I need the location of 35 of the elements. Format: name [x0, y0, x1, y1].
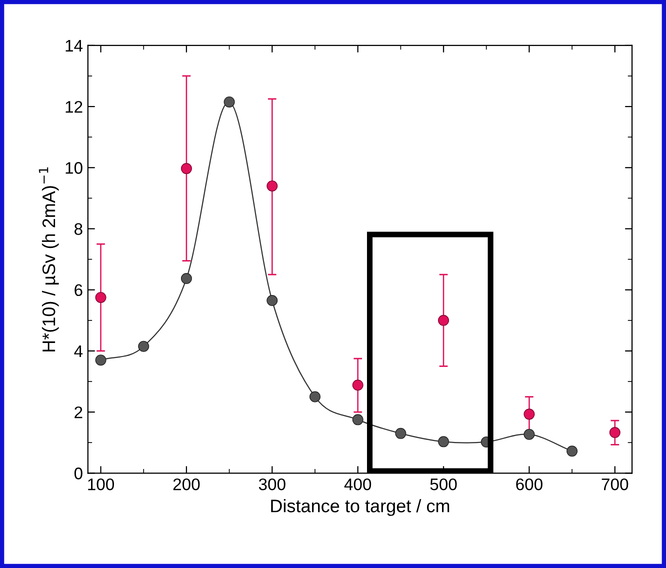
- point: [180, 273, 192, 284]
- point: [524, 408, 535, 420]
- x-tick-label: 500: [430, 478, 457, 490]
- point: [95, 354, 106, 366]
- y-tick-label: 6: [74, 284, 82, 296]
- point: [395, 428, 406, 439]
- point: [352, 414, 364, 426]
- point: [266, 180, 278, 192]
- point: [266, 295, 278, 306]
- point: [224, 96, 235, 108]
- x-tick-label: 700: [602, 478, 628, 490]
- y-tick-label: 2: [74, 406, 82, 418]
- point: [138, 340, 150, 352]
- y-tick-label: 0: [74, 468, 82, 480]
- point: [180, 163, 192, 174]
- y-tick-label: 14: [66, 40, 83, 52]
- x-axis-title: Distance to target / cm: [271, 499, 450, 516]
- point: [438, 314, 450, 326]
- x-tick-label: 200: [173, 478, 200, 490]
- y-tick-label: 8: [74, 223, 82, 235]
- y-axis-title: H*(10) / µSv (h 2mA)$^{−1}$: [38, 167, 59, 352]
- x-tick-label: 600: [516, 478, 542, 490]
- point: [352, 380, 364, 391]
- x-tick-label: 400: [344, 478, 372, 490]
- point: [438, 436, 450, 448]
- x-tick-label: 100: [88, 478, 114, 490]
- point: [609, 427, 620, 438]
- y-tick-label: 10: [66, 162, 82, 174]
- point: [95, 292, 106, 303]
- y-tick-label: 4: [74, 346, 83, 357]
- point: [309, 391, 320, 402]
- point: [524, 428, 535, 440]
- x-tick-label: 300: [258, 478, 286, 490]
- y-tick-label: 12: [66, 100, 82, 113]
- point: [566, 446, 578, 457]
